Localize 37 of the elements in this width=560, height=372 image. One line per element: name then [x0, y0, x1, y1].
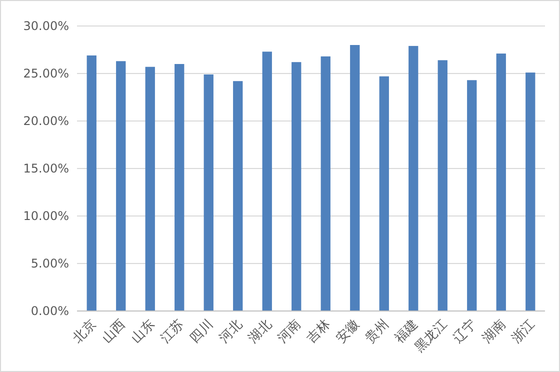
y-tick-label: 15.00% — [23, 162, 69, 176]
x-tick-label: 浙江 — [509, 317, 538, 346]
bar — [204, 74, 214, 311]
bar — [86, 55, 96, 311]
x-tick-label: 湖北 — [246, 317, 275, 346]
y-tick-label: 5.00% — [30, 256, 69, 270]
bar — [526, 72, 536, 311]
x-tick-label: 河北 — [216, 317, 246, 346]
bar — [467, 80, 477, 311]
x-tick-label: 贵州 — [362, 317, 392, 346]
x-tick-label: 湖南 — [480, 317, 509, 346]
x-tick-label: 江苏 — [158, 317, 188, 346]
y-tick-label: 30.00% — [23, 19, 69, 33]
bar — [145, 66, 155, 311]
x-tick-label: 安徽 — [333, 316, 363, 346]
x-tick-label: 山东 — [128, 317, 158, 346]
bar — [262, 52, 272, 311]
bar — [320, 56, 330, 311]
bar — [233, 81, 243, 311]
x-tick-label: 四川 — [187, 317, 216, 346]
bar — [379, 76, 389, 311]
bar — [292, 62, 302, 311]
bar — [408, 46, 418, 311]
bar — [438, 60, 448, 311]
x-tick-label: 辽宁 — [450, 316, 480, 346]
x-tick-label: 山西 — [100, 317, 129, 346]
bar — [496, 54, 506, 311]
x-tick-label: 北京 — [70, 317, 100, 346]
y-tick-label: 25.00% — [23, 66, 69, 80]
bar — [174, 64, 184, 311]
x-tick-label: 吉林 — [304, 317, 334, 346]
bar — [350, 45, 360, 311]
y-tick-label: 20.00% — [23, 114, 69, 128]
bar — [116, 61, 126, 311]
y-tick-label: 10.00% — [23, 209, 69, 223]
x-tick-label: 河南 — [275, 317, 304, 346]
y-tick-label: 0.00% — [30, 304, 69, 318]
